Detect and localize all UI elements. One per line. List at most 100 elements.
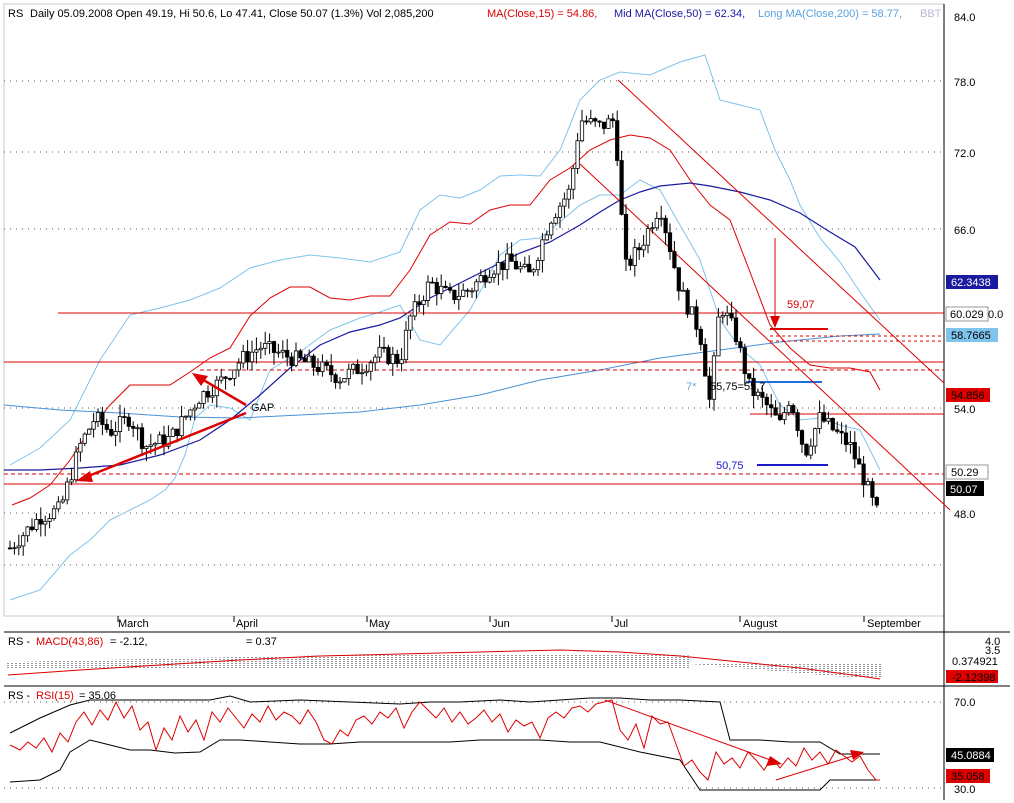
candle-body bbox=[575, 140, 580, 169]
x-label-august: August bbox=[743, 618, 777, 630]
candle-body bbox=[698, 328, 703, 345]
candle-body bbox=[51, 508, 57, 519]
candle-body bbox=[249, 351, 255, 363]
candle-body bbox=[553, 217, 558, 224]
candle-body bbox=[817, 412, 822, 429]
gap-arrows bbox=[76, 238, 780, 482]
candle-body bbox=[324, 361, 329, 366]
candle-body bbox=[386, 347, 391, 365]
candle-body bbox=[135, 427, 140, 430]
candle-body bbox=[188, 409, 193, 417]
ma15-line bbox=[11, 134, 881, 506]
candle-body bbox=[73, 451, 79, 481]
candle-body bbox=[417, 301, 422, 306]
macd-prefix: RS - bbox=[8, 636, 30, 648]
candle-body bbox=[870, 481, 875, 498]
candle-body bbox=[593, 118, 598, 122]
candle-body bbox=[667, 232, 673, 253]
candle-body bbox=[82, 433, 87, 444]
candle-body bbox=[491, 273, 497, 278]
candle-body bbox=[69, 479, 74, 483]
ma50-line bbox=[4, 182, 881, 471]
candle-body bbox=[747, 373, 752, 379]
rsi-panel: RS - RSI(15) = 35.06 70.0 30.0 45.0884 3… bbox=[4, 690, 994, 796]
candle-body bbox=[615, 120, 620, 161]
candle-body bbox=[505, 253, 510, 271]
candle-body bbox=[201, 391, 206, 404]
candle-body bbox=[540, 239, 545, 261]
candle-body bbox=[302, 357, 307, 363]
candle-body bbox=[773, 407, 778, 416]
price-y-axis: 84.0 78.0 72.0 66.0 54.0 48.0 bbox=[954, 12, 975, 521]
tag-ma50-box bbox=[946, 275, 998, 289]
macd-line bbox=[7, 649, 881, 680]
candle-body bbox=[835, 429, 840, 432]
candle-body bbox=[751, 377, 756, 397]
macd-panel: RS - MACD(43,86) = -2.12, = 0.37 4.0 3.5… bbox=[7, 636, 1000, 684]
candle-body bbox=[412, 301, 417, 317]
tag-close-box bbox=[946, 481, 984, 496]
candle-body bbox=[12, 547, 17, 550]
candle-body bbox=[122, 416, 127, 418]
candle-body bbox=[513, 260, 519, 270]
candle-body bbox=[311, 355, 316, 368]
candle-body bbox=[637, 247, 642, 251]
candle-body bbox=[650, 227, 655, 230]
candle-body bbox=[280, 349, 285, 353]
candle-body bbox=[738, 341, 743, 349]
candle-body bbox=[707, 375, 712, 400]
tag-close: 50.07 bbox=[950, 484, 978, 496]
candle-body bbox=[109, 429, 114, 436]
candle-body bbox=[764, 396, 769, 406]
candle-body bbox=[373, 356, 378, 364]
candle-body bbox=[254, 349, 259, 353]
candle-body bbox=[47, 518, 52, 522]
tag-support-box bbox=[945, 464, 989, 480]
candle-body bbox=[421, 300, 426, 306]
candle-body bbox=[329, 365, 334, 376]
tag-resistance-box bbox=[945, 306, 989, 322]
candle-body bbox=[522, 263, 527, 267]
candle-body bbox=[439, 285, 444, 295]
candle-body bbox=[654, 218, 659, 229]
macd-histogram bbox=[7, 654, 881, 678]
y-tick-66: 66.0 bbox=[954, 225, 975, 237]
rsi-value: = 35.06 bbox=[79, 690, 116, 702]
rsi-y-tick-70: 70.0 bbox=[954, 697, 975, 709]
candle-body bbox=[403, 329, 409, 361]
bollinger-upper bbox=[9, 54, 881, 466]
candle-body bbox=[342, 378, 347, 383]
candle-body bbox=[483, 275, 488, 283]
header-info: Daily 05.09.2008 Open 49.19, Hi 50.6, Lo… bbox=[30, 8, 434, 20]
candle-body bbox=[232, 369, 237, 379]
candle-body bbox=[857, 458, 862, 465]
candle-body bbox=[861, 463, 866, 486]
candle-body bbox=[852, 442, 857, 460]
candle-body bbox=[78, 442, 83, 453]
candle-body bbox=[298, 350, 303, 359]
candle-body bbox=[716, 316, 721, 357]
candle-body bbox=[87, 428, 92, 435]
x-label-jun: Jun bbox=[492, 618, 510, 630]
candle-body bbox=[549, 222, 554, 236]
candle-body bbox=[474, 281, 479, 292]
candle-body bbox=[808, 445, 813, 456]
price-gridlines bbox=[4, 80, 944, 566]
candle-body bbox=[571, 167, 576, 190]
candle-body bbox=[210, 395, 215, 398]
tag-resistance: 60.029 bbox=[950, 309, 984, 321]
x-label-september: September bbox=[867, 618, 921, 630]
candle-body bbox=[703, 344, 708, 377]
candle-body bbox=[227, 377, 233, 380]
candle-body bbox=[566, 188, 571, 200]
macd-tag-signal: 0.374921 bbox=[952, 656, 998, 668]
candle-body bbox=[641, 244, 646, 251]
y-tick-72: 72.0 bbox=[954, 148, 975, 160]
x-label-may: May bbox=[369, 618, 390, 630]
candle-body bbox=[7, 547, 13, 550]
candle-body bbox=[117, 416, 123, 432]
candle-body bbox=[865, 481, 871, 486]
candle-body bbox=[843, 432, 849, 445]
candle-body bbox=[60, 499, 65, 503]
candle-body bbox=[659, 217, 664, 220]
